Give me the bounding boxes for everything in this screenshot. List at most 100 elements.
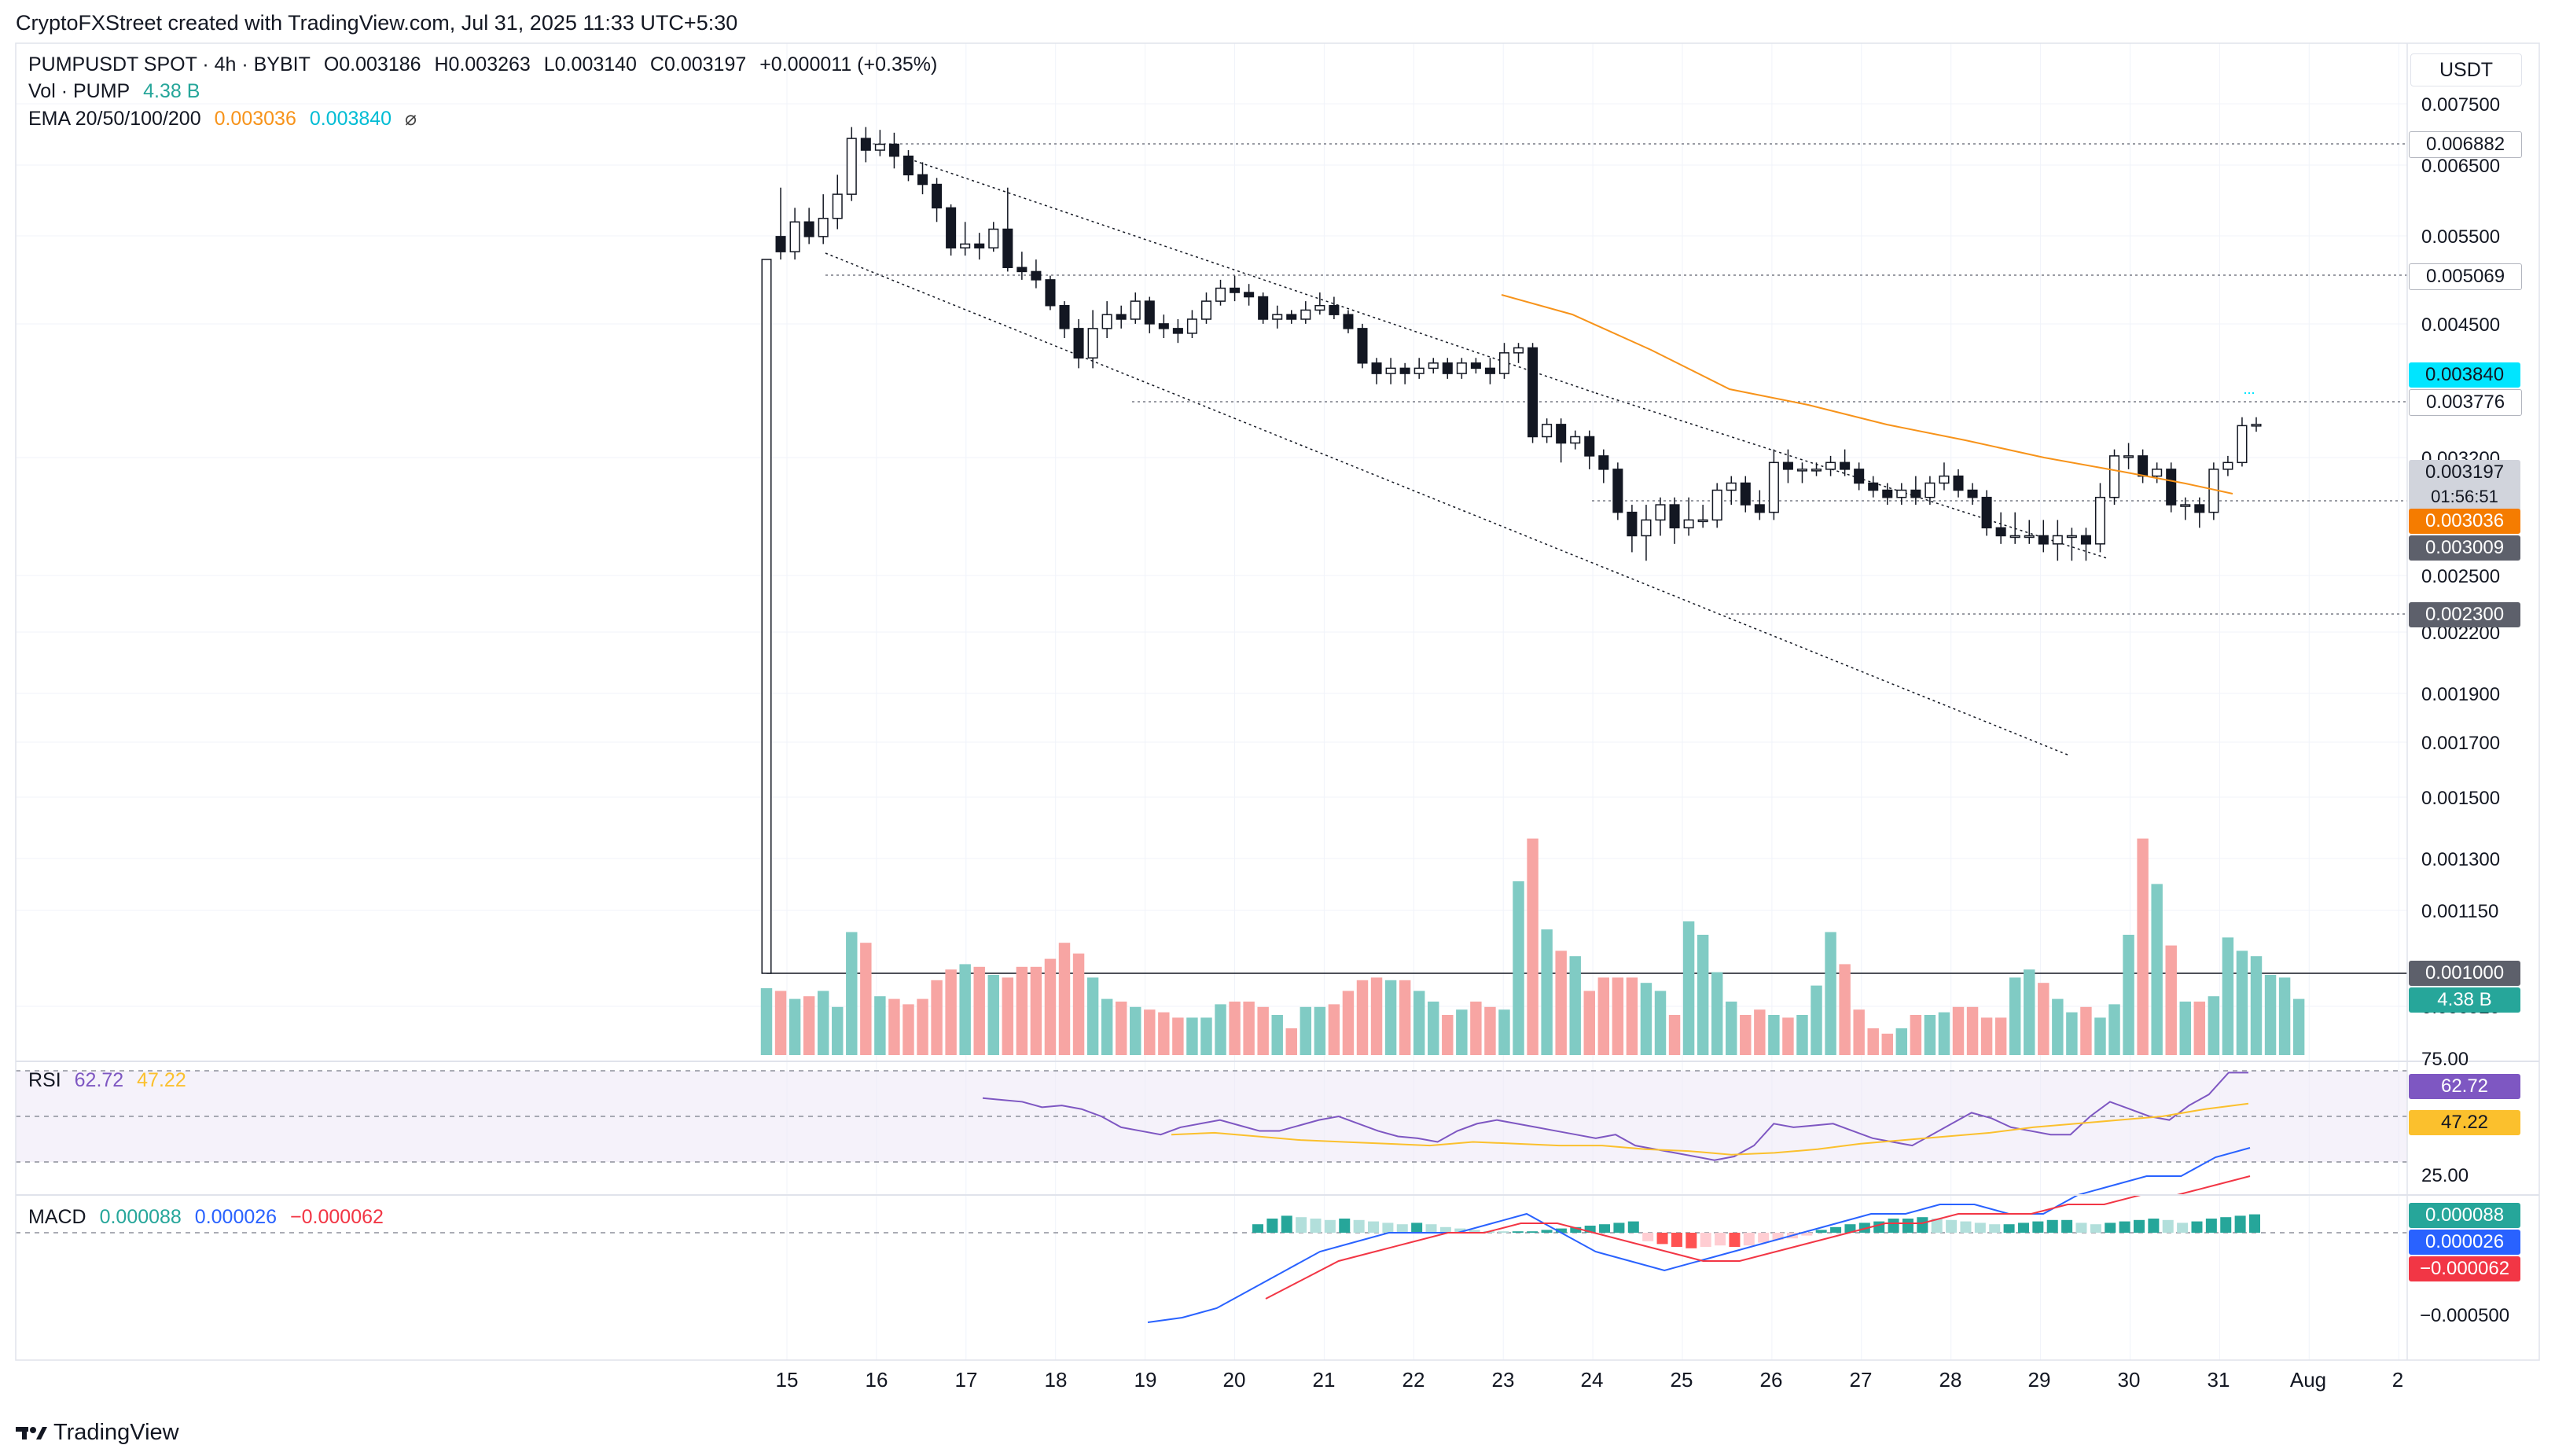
rsi-legend: RSI 62.72 47.22 xyxy=(28,1069,194,1092)
volume-bar xyxy=(1428,1002,1439,1055)
volume-label[interactable]: Vol · PUMP xyxy=(28,80,131,102)
x-label: 15 xyxy=(775,1368,799,1392)
level-tag-1000: 0.001000 xyxy=(2409,961,2520,986)
candle-body xyxy=(1286,314,1297,320)
volume-bar xyxy=(2165,945,2177,1055)
macd-histogram-bar xyxy=(1252,1224,1263,1233)
volume-bar xyxy=(1370,977,1383,1055)
price-tick: 0.007500 xyxy=(2421,94,2501,116)
candle-body xyxy=(2024,535,2035,539)
candle-body xyxy=(1314,304,1325,311)
candle-body xyxy=(1428,362,1439,370)
macd-histogram-bar xyxy=(1656,1233,1668,1245)
volume-bar xyxy=(2038,983,2050,1055)
trend-channel xyxy=(825,156,2108,756)
volume-bar xyxy=(2009,977,2021,1055)
candle-body xyxy=(2222,461,2233,470)
macd-histogram-bar xyxy=(1946,1219,1958,1233)
macd-histogram-bar xyxy=(1396,1224,1408,1233)
macd-signal-line xyxy=(1265,1175,2251,1300)
ema-cyan-tag: 0.003840 xyxy=(2409,362,2520,388)
rsi-ma-line xyxy=(1171,1102,2249,1156)
candle-body xyxy=(960,243,971,249)
macd-value-signal: −0.000062 xyxy=(290,1206,384,1228)
symbol-name[interactable]: PUMPUSDT SPOT · 4h · BYBIT xyxy=(28,53,311,75)
volume-bar xyxy=(1342,991,1355,1055)
volume-bar xyxy=(1101,998,1113,1055)
candle-body xyxy=(1258,296,1269,320)
candle-body xyxy=(1641,519,1652,537)
tradingview-footer[interactable]: TradingView xyxy=(16,1420,179,1446)
macd-histogram-bar xyxy=(1960,1221,1972,1233)
rsi-pane xyxy=(16,1070,2407,1163)
volume-bar xyxy=(760,988,773,1055)
price-tick: 0.002500 xyxy=(2421,566,2501,587)
macd-histogram-bar xyxy=(1541,1230,1553,1233)
volume-bar xyxy=(1853,1009,1865,1055)
ema-hidden-icon[interactable]: ⌀ xyxy=(405,108,417,130)
volume-bar xyxy=(1910,1015,1922,1055)
x-label: 26 xyxy=(1759,1368,1783,1392)
price-tick: 0.001900 xyxy=(2421,684,2501,705)
candle-body xyxy=(1697,519,1708,523)
candle-body xyxy=(2237,425,2248,464)
volume-bar xyxy=(789,998,801,1055)
candle-body xyxy=(1981,496,1992,529)
volume-bar xyxy=(2123,935,2134,1055)
macd-label[interactable]: MACD xyxy=(28,1206,86,1228)
candle-body xyxy=(1556,424,1567,444)
candle-body xyxy=(1825,461,1836,470)
volume-bar xyxy=(2222,937,2234,1055)
volume-bar xyxy=(2080,1006,2092,1055)
candle-body xyxy=(2251,424,2262,427)
volume-bar xyxy=(2052,998,2064,1055)
volume-bar xyxy=(1980,1017,1993,1055)
ohlc-close: C0.003197 xyxy=(649,53,747,75)
macd-histogram-bar xyxy=(1411,1223,1423,1233)
volume-bar xyxy=(1654,991,1667,1055)
candle-body xyxy=(1570,436,1581,444)
candle-body xyxy=(1343,314,1354,329)
candle-body xyxy=(1953,475,1964,491)
macd-value-hist: 0.000088 xyxy=(99,1206,182,1228)
macd-histogram-bar xyxy=(1425,1224,1437,1233)
candle-body xyxy=(1272,314,1283,320)
last-price-value: 0.003197 xyxy=(2424,461,2505,483)
candle-body xyxy=(2066,535,2077,539)
macd-histogram-bar xyxy=(2162,1219,2174,1233)
volume-bar xyxy=(1257,1006,1269,1055)
candle-body xyxy=(1910,489,1921,498)
volume-bar xyxy=(1058,943,1071,1055)
candle-body xyxy=(1130,300,1141,320)
macd-histogram-bar xyxy=(1671,1233,1682,1247)
candle-body xyxy=(1244,292,1255,298)
candle-body xyxy=(1768,461,1779,513)
candle-body xyxy=(1726,482,1737,491)
volume-bar xyxy=(917,998,928,1055)
candle-body xyxy=(1896,489,1907,498)
volume-bar xyxy=(1158,1012,1170,1055)
candle-body xyxy=(1627,511,1638,537)
candle-body xyxy=(1854,469,1865,484)
currency-selector[interactable]: USDT xyxy=(2410,53,2522,86)
rsi-tick: 25.00 xyxy=(2421,1165,2469,1186)
bar-countdown: 01:56:51 xyxy=(2431,487,2498,506)
level-tag-3009: 0.003009 xyxy=(2409,535,2520,561)
attribution-header: CryptoFXStreet created with TradingView.… xyxy=(16,11,738,35)
volume-bar xyxy=(1200,1017,1212,1055)
ema-label[interactable]: EMA 20/50/100/200 xyxy=(28,108,201,130)
volume-bar xyxy=(2208,996,2220,1055)
candle-body xyxy=(2108,455,2120,498)
candle-body xyxy=(1484,367,1495,374)
candle-body xyxy=(1527,347,1539,438)
grid-lines xyxy=(16,43,2407,1360)
volume-bar xyxy=(1144,1009,1156,1055)
x-label: 19 xyxy=(1134,1368,1157,1392)
volume-bar xyxy=(1668,1015,1681,1055)
macd-histogram-bar xyxy=(1454,1228,1466,1233)
macd-histogram-bar xyxy=(2003,1224,2015,1233)
ema-value-cyan: 0.003840 xyxy=(309,108,392,130)
volume-bar xyxy=(888,998,900,1055)
rsi-label[interactable]: RSI xyxy=(28,1069,61,1091)
